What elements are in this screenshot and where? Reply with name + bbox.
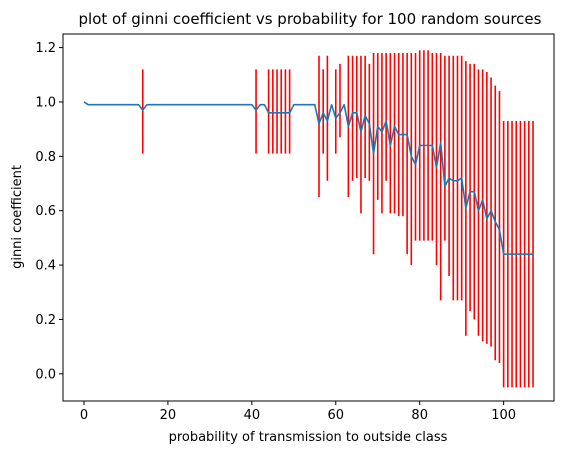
x-axis-label: probability of transmission to outside c… [169,430,448,445]
x-tick-label: 40 [244,408,261,423]
x-axis-ticks: 0 20 40 60 80 100 [80,401,516,423]
x-tick-label: 60 [328,408,345,423]
chart-title: plot of ginni coefficient vs probability… [79,10,542,28]
series-group [83,101,534,255]
y-axis-label: ginni coefficient [10,165,25,269]
y-tick-label: 0.6 [35,204,56,219]
x-tick-label: 80 [411,408,428,423]
x-tick-label: 20 [160,408,177,423]
errorbars [141,50,534,388]
y-tick-label: 0.4 [35,259,56,274]
y-tick-label: 0.0 [35,367,56,382]
y-tick-label: 1.2 [35,41,56,56]
x-tick-label: 100 [491,408,516,423]
x-tick-label: 0 [80,408,88,423]
series-line [83,101,534,255]
y-axis-ticks: 0.0 0.2 0.4 0.6 0.8 1.0 1.2 [35,41,63,382]
y-tick-label: 0.2 [35,313,56,328]
y-tick-label: 0.8 [35,150,56,165]
plot-frame [62,33,555,402]
y-tick-label: 1.0 [35,95,56,110]
